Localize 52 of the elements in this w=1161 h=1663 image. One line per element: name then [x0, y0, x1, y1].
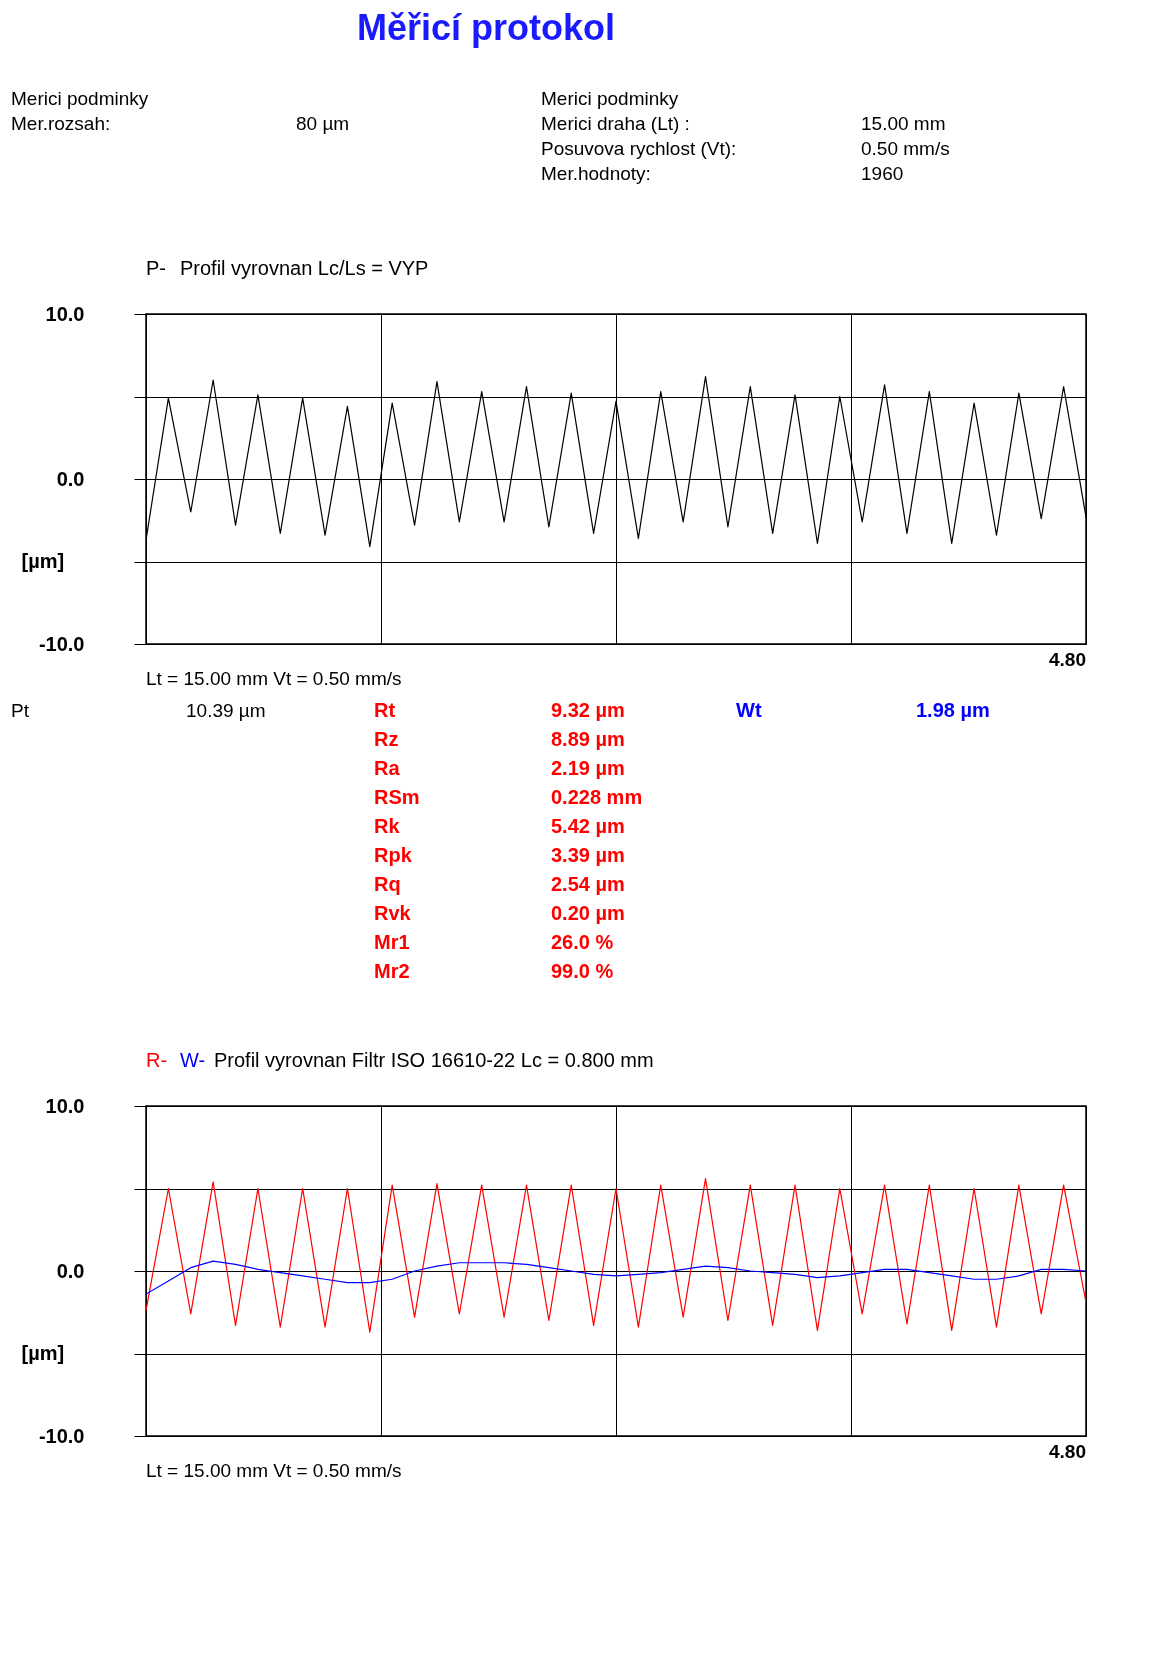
text: Posuvova rychlost (Vt): [541, 138, 737, 159]
text: 0.20 µm [551, 902, 625, 924]
text: 8.89 µm [551, 728, 625, 750]
text: 10.39 µm [186, 700, 266, 721]
text: Merici draha (Lt) : [541, 113, 690, 134]
text: Rz [374, 728, 399, 750]
text: Měřicí protokol [356, 7, 616, 48]
text: 1960 [861, 163, 904, 184]
text: 2.19 µm [551, 757, 625, 779]
text: RSm [374, 786, 420, 808]
y-tick-label: -10.0 [38, 1424, 85, 1447]
text: Rpk [374, 844, 413, 866]
text: Mer.hodnoty: [541, 163, 651, 184]
text: 80 µm [296, 113, 350, 134]
text: R- [146, 1049, 168, 1071]
text: 5.42 µm [551, 815, 625, 837]
text: Merici podminky [541, 88, 679, 109]
y-tick-label: 0.0 [56, 1259, 85, 1282]
y-tick-label: -10.0 [38, 632, 85, 655]
text: 2.54 µm [551, 873, 625, 895]
text: 3.39 µm [551, 844, 625, 866]
text: Rq [374, 873, 401, 895]
text: Mr2 [374, 960, 410, 982]
y-tick-label: 10.0 [45, 1094, 85, 1117]
text: Mr1 [374, 931, 410, 953]
text: Lt = 15.00 mm Vt = 0.50 mm/s [146, 668, 402, 689]
text: Merici podminky [11, 88, 149, 109]
text: Pt [11, 700, 30, 721]
text: 26.0 % [551, 931, 614, 953]
text: 99.0 % [551, 960, 614, 982]
text: 4.80 [1049, 1441, 1086, 1462]
y-axis-title: [µm] [21, 549, 65, 572]
y-axis-title: [µm] [21, 1341, 65, 1364]
text: Rt [374, 699, 396, 721]
text: Rvk [374, 902, 412, 924]
text: Wt [736, 699, 762, 721]
text: 0.50 mm/s [861, 138, 950, 159]
y-tick-label: 0.0 [56, 467, 85, 490]
chart-title: Profil vyrovnan Lc/Ls = VYP [180, 257, 429, 279]
text: Lt = 15.00 mm Vt = 0.50 mm/s [146, 1460, 402, 1481]
text: 9.32 µm [551, 699, 625, 721]
text: Mer.rozsah: [11, 113, 111, 134]
text: Ra [374, 757, 401, 779]
text: Rk [374, 815, 401, 837]
text: 1.98 µm [916, 699, 990, 721]
chart-title: Profil vyrovnan Filtr ISO 16610-22 Lc = 0.800 mm [214, 1049, 654, 1071]
y-tick-label: 10.0 [45, 302, 85, 325]
text: W- [180, 1049, 206, 1071]
text: 0.228 mm [551, 786, 643, 808]
text: 15.00 mm [861, 113, 946, 134]
text: P- [146, 257, 166, 279]
text: 4.80 [1049, 649, 1086, 670]
